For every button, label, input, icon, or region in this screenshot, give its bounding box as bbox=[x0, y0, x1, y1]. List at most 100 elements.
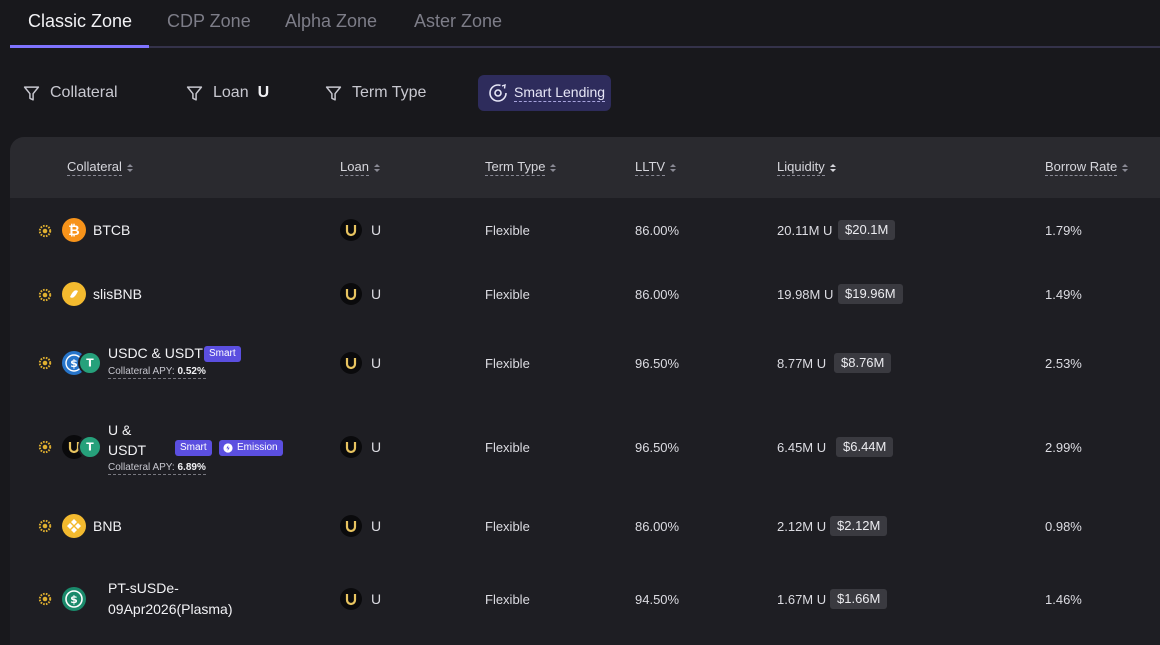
column-header-label: Collateral bbox=[67, 159, 122, 176]
tab-aster-zone[interactable]: Aster Zone bbox=[414, 11, 503, 31]
zone-tabs: Classic Zone CDP Zone Alpha Zone Aster Z… bbox=[10, 0, 1160, 48]
column-header-label: LLTV bbox=[635, 159, 666, 176]
tab-classic-zone[interactable]: Classic Zone bbox=[28, 11, 133, 31]
usdt-coin-icon: T bbox=[78, 435, 102, 459]
svg-text:$: $ bbox=[70, 357, 78, 370]
funnel-icon bbox=[325, 85, 342, 101]
term-type-filter-label: Term Type bbox=[352, 84, 427, 101]
loan-filter-label: Loan bbox=[213, 84, 249, 101]
table-row[interactable]: slisBNB U Flexible 86.00% 19.98M U $19.9… bbox=[10, 262, 1160, 326]
term-type-filter[interactable]: Term Type bbox=[325, 75, 426, 111]
gear-icon bbox=[38, 592, 52, 606]
sort-icon bbox=[1122, 163, 1129, 172]
column-header-lltv[interactable]: LLTV bbox=[635, 159, 677, 176]
gear-icon bbox=[38, 224, 52, 238]
loan-name: U bbox=[371, 222, 382, 238]
lltv-value: 86.00% bbox=[635, 287, 680, 302]
loan-name: U bbox=[371, 355, 382, 371]
term-type: Flexible bbox=[485, 223, 530, 238]
borrow-rate: 0.98% bbox=[1045, 519, 1082, 534]
column-header-label: Borrow Rate bbox=[1045, 159, 1118, 176]
collateral-name-line1: U & bbox=[108, 422, 132, 438]
loan-name: U bbox=[371, 591, 382, 607]
sort-icon bbox=[126, 163, 133, 172]
collateral-apy[interactable]: Collateral APY: 6.89% bbox=[108, 462, 206, 475]
collateral-name: BNB bbox=[93, 518, 122, 534]
apy-label: Collateral APY: bbox=[108, 462, 175, 473]
gear-icon bbox=[38, 440, 52, 454]
column-header-borrow-rate[interactable]: Borrow Rate bbox=[1045, 159, 1129, 176]
liquidity-usd-badge: $19.96M bbox=[838, 284, 903, 304]
collateral-name: slisBNB bbox=[93, 286, 143, 302]
column-header-label: Loan bbox=[340, 159, 369, 176]
u-token-icon bbox=[340, 515, 362, 537]
usdt-coin-icon: T bbox=[78, 351, 102, 375]
smart-lending-label: Smart Lending bbox=[514, 84, 606, 102]
svg-text:T: T bbox=[86, 356, 94, 369]
smart-badge: Smart bbox=[204, 346, 241, 362]
liquidity-usd-badge: $1.66M bbox=[830, 589, 888, 609]
smart-lending-toggle[interactable]: Smart Lending bbox=[478, 75, 611, 111]
tab-cdp-zone[interactable]: CDP Zone bbox=[167, 11, 251, 31]
table-row[interactable]: ₿ BTCB U Flexible 86.00% 20.11M U $20.1M… bbox=[10, 198, 1160, 262]
loan-filter[interactable]: Loan U bbox=[186, 75, 269, 111]
markets-table: Collateral Loan Term Type LLTV Liquidity… bbox=[10, 137, 1160, 645]
sort-icon bbox=[550, 163, 557, 172]
table-row[interactable]: T U & USDT Smart Emission Collateral APY… bbox=[10, 400, 1160, 494]
svg-text:$: $ bbox=[70, 593, 78, 606]
gear-icon bbox=[38, 519, 52, 533]
slisbnb-coin-icon bbox=[62, 282, 86, 306]
apy-label: Collateral APY: bbox=[108, 366, 175, 377]
collateral-name-line1: PT-sUSDe- bbox=[108, 580, 179, 596]
table-row[interactable]: $ PT-sUSDe- 09Apr2026(Plasma) U Flexible… bbox=[10, 558, 1160, 645]
lltv-value: 94.50% bbox=[635, 592, 680, 607]
loan-name: U bbox=[371, 518, 382, 534]
liquidity-usd-badge: $20.1M bbox=[838, 220, 896, 240]
loan-filter-value: U bbox=[257, 84, 270, 101]
loan-name: U bbox=[371, 286, 382, 302]
collateral-filter[interactable]: Collateral bbox=[23, 75, 118, 111]
sort-icon bbox=[373, 163, 380, 172]
apy-value: 0.52% bbox=[177, 366, 206, 377]
gear-icon bbox=[38, 288, 52, 302]
tab-alpha-zone[interactable]: Alpha Zone bbox=[285, 11, 378, 31]
funnel-icon bbox=[186, 85, 203, 101]
column-header-term-type[interactable]: Term Type bbox=[485, 159, 557, 176]
collateral-apy[interactable]: Collateral APY: 0.52% bbox=[108, 366, 206, 379]
table-row[interactable]: BNB U Flexible 86.00% 2.12M U $2.12M 0.9… bbox=[10, 494, 1160, 558]
emission-badge: Emission bbox=[219, 440, 283, 456]
borrow-rate: 1.79% bbox=[1045, 223, 1082, 238]
collateral-name: USDC & USDT bbox=[108, 345, 203, 361]
filter-bar: Collateral Loan U Term Type Smart Lendin… bbox=[0, 75, 1160, 111]
lltv-value: 86.00% bbox=[635, 223, 680, 238]
active-tab-indicator bbox=[10, 45, 149, 48]
pt-susde-coin-icon: $ bbox=[62, 587, 86, 611]
borrow-rate: 2.53% bbox=[1045, 356, 1082, 371]
table-header: Collateral Loan Term Type LLTV Liquidity… bbox=[10, 137, 1160, 198]
borrow-rate: 2.99% bbox=[1045, 440, 1082, 455]
sort-icon bbox=[829, 163, 836, 172]
svg-text:₿: ₿ bbox=[68, 223, 79, 239]
liquidity-amount: 19.98M U bbox=[777, 287, 834, 302]
liquidity-usd-badge: $8.76M bbox=[834, 353, 892, 373]
collateral-filter-label: Collateral bbox=[50, 84, 118, 101]
column-header-loan[interactable]: Loan bbox=[340, 159, 381, 176]
term-type: Flexible bbox=[485, 356, 530, 371]
column-header-liquidity[interactable]: Liquidity bbox=[777, 159, 837, 176]
term-type: Flexible bbox=[485, 592, 530, 607]
term-type: Flexible bbox=[485, 440, 530, 455]
u-token-icon bbox=[340, 436, 362, 458]
lltv-value: 86.00% bbox=[635, 519, 680, 534]
emission-icon bbox=[223, 443, 233, 453]
collateral-name: BTCB bbox=[93, 222, 131, 238]
column-header-label: Term Type bbox=[485, 159, 546, 176]
liquidity-usd-badge: $2.12M bbox=[830, 516, 888, 536]
u-token-icon bbox=[340, 283, 362, 305]
column-header-collateral[interactable]: Collateral bbox=[67, 159, 134, 176]
table-row[interactable]: $ T USDC & USDT Smart Collateral APY: 0.… bbox=[10, 326, 1160, 400]
term-type: Flexible bbox=[485, 519, 530, 534]
term-type: Flexible bbox=[485, 287, 530, 302]
liquidity-usd-badge: $6.44M bbox=[836, 437, 894, 457]
gear-icon bbox=[38, 356, 52, 370]
